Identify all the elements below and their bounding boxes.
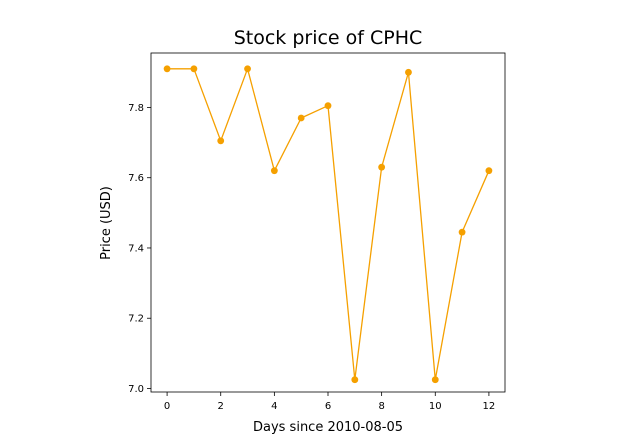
chart-title: Stock price of CPHC <box>234 27 423 49</box>
x-tick-label-4: 8 <box>378 401 384 412</box>
plot-area: 0 2 4 6 8 10 12 7.0 7.2 7.4 7.6 7.8 <box>128 52 506 412</box>
y-tick-label-1: 7.2 <box>128 314 144 325</box>
data-point-7 <box>351 376 359 384</box>
data-point-0 <box>163 65 171 73</box>
x-tick-label-3: 6 <box>325 401 331 412</box>
data-point-4 <box>270 167 278 175</box>
y-tick-label-3: 7.6 <box>128 173 144 184</box>
y-tick-label-4: 7.8 <box>128 103 144 114</box>
x-tick-label-1: 2 <box>218 401 224 412</box>
y-tick-label-0: 7.0 <box>128 384 144 395</box>
y-axis-label: Price (USD) <box>99 186 114 260</box>
y-tick-label-2: 7.4 <box>128 243 144 254</box>
x-tick-label-6: 12 <box>483 401 496 412</box>
data-point-12 <box>485 167 493 175</box>
x-axis-label: Days since 2010-08-05 <box>253 420 403 435</box>
data-point-11 <box>458 228 466 236</box>
data-point-6 <box>324 102 332 110</box>
data-point-10 <box>431 376 439 384</box>
x-tick-label-2: 4 <box>271 401 277 412</box>
data-point-3 <box>244 65 251 73</box>
x-tick-label-5: 10 <box>429 401 442 412</box>
x-tick-label-0: 0 <box>164 401 170 412</box>
plot-frame <box>150 52 506 393</box>
data-point-9 <box>405 68 412 76</box>
data-point-1 <box>190 65 198 73</box>
data-point-5 <box>297 114 305 122</box>
data-point-8 <box>378 163 386 171</box>
data-point-2 <box>217 137 225 145</box>
